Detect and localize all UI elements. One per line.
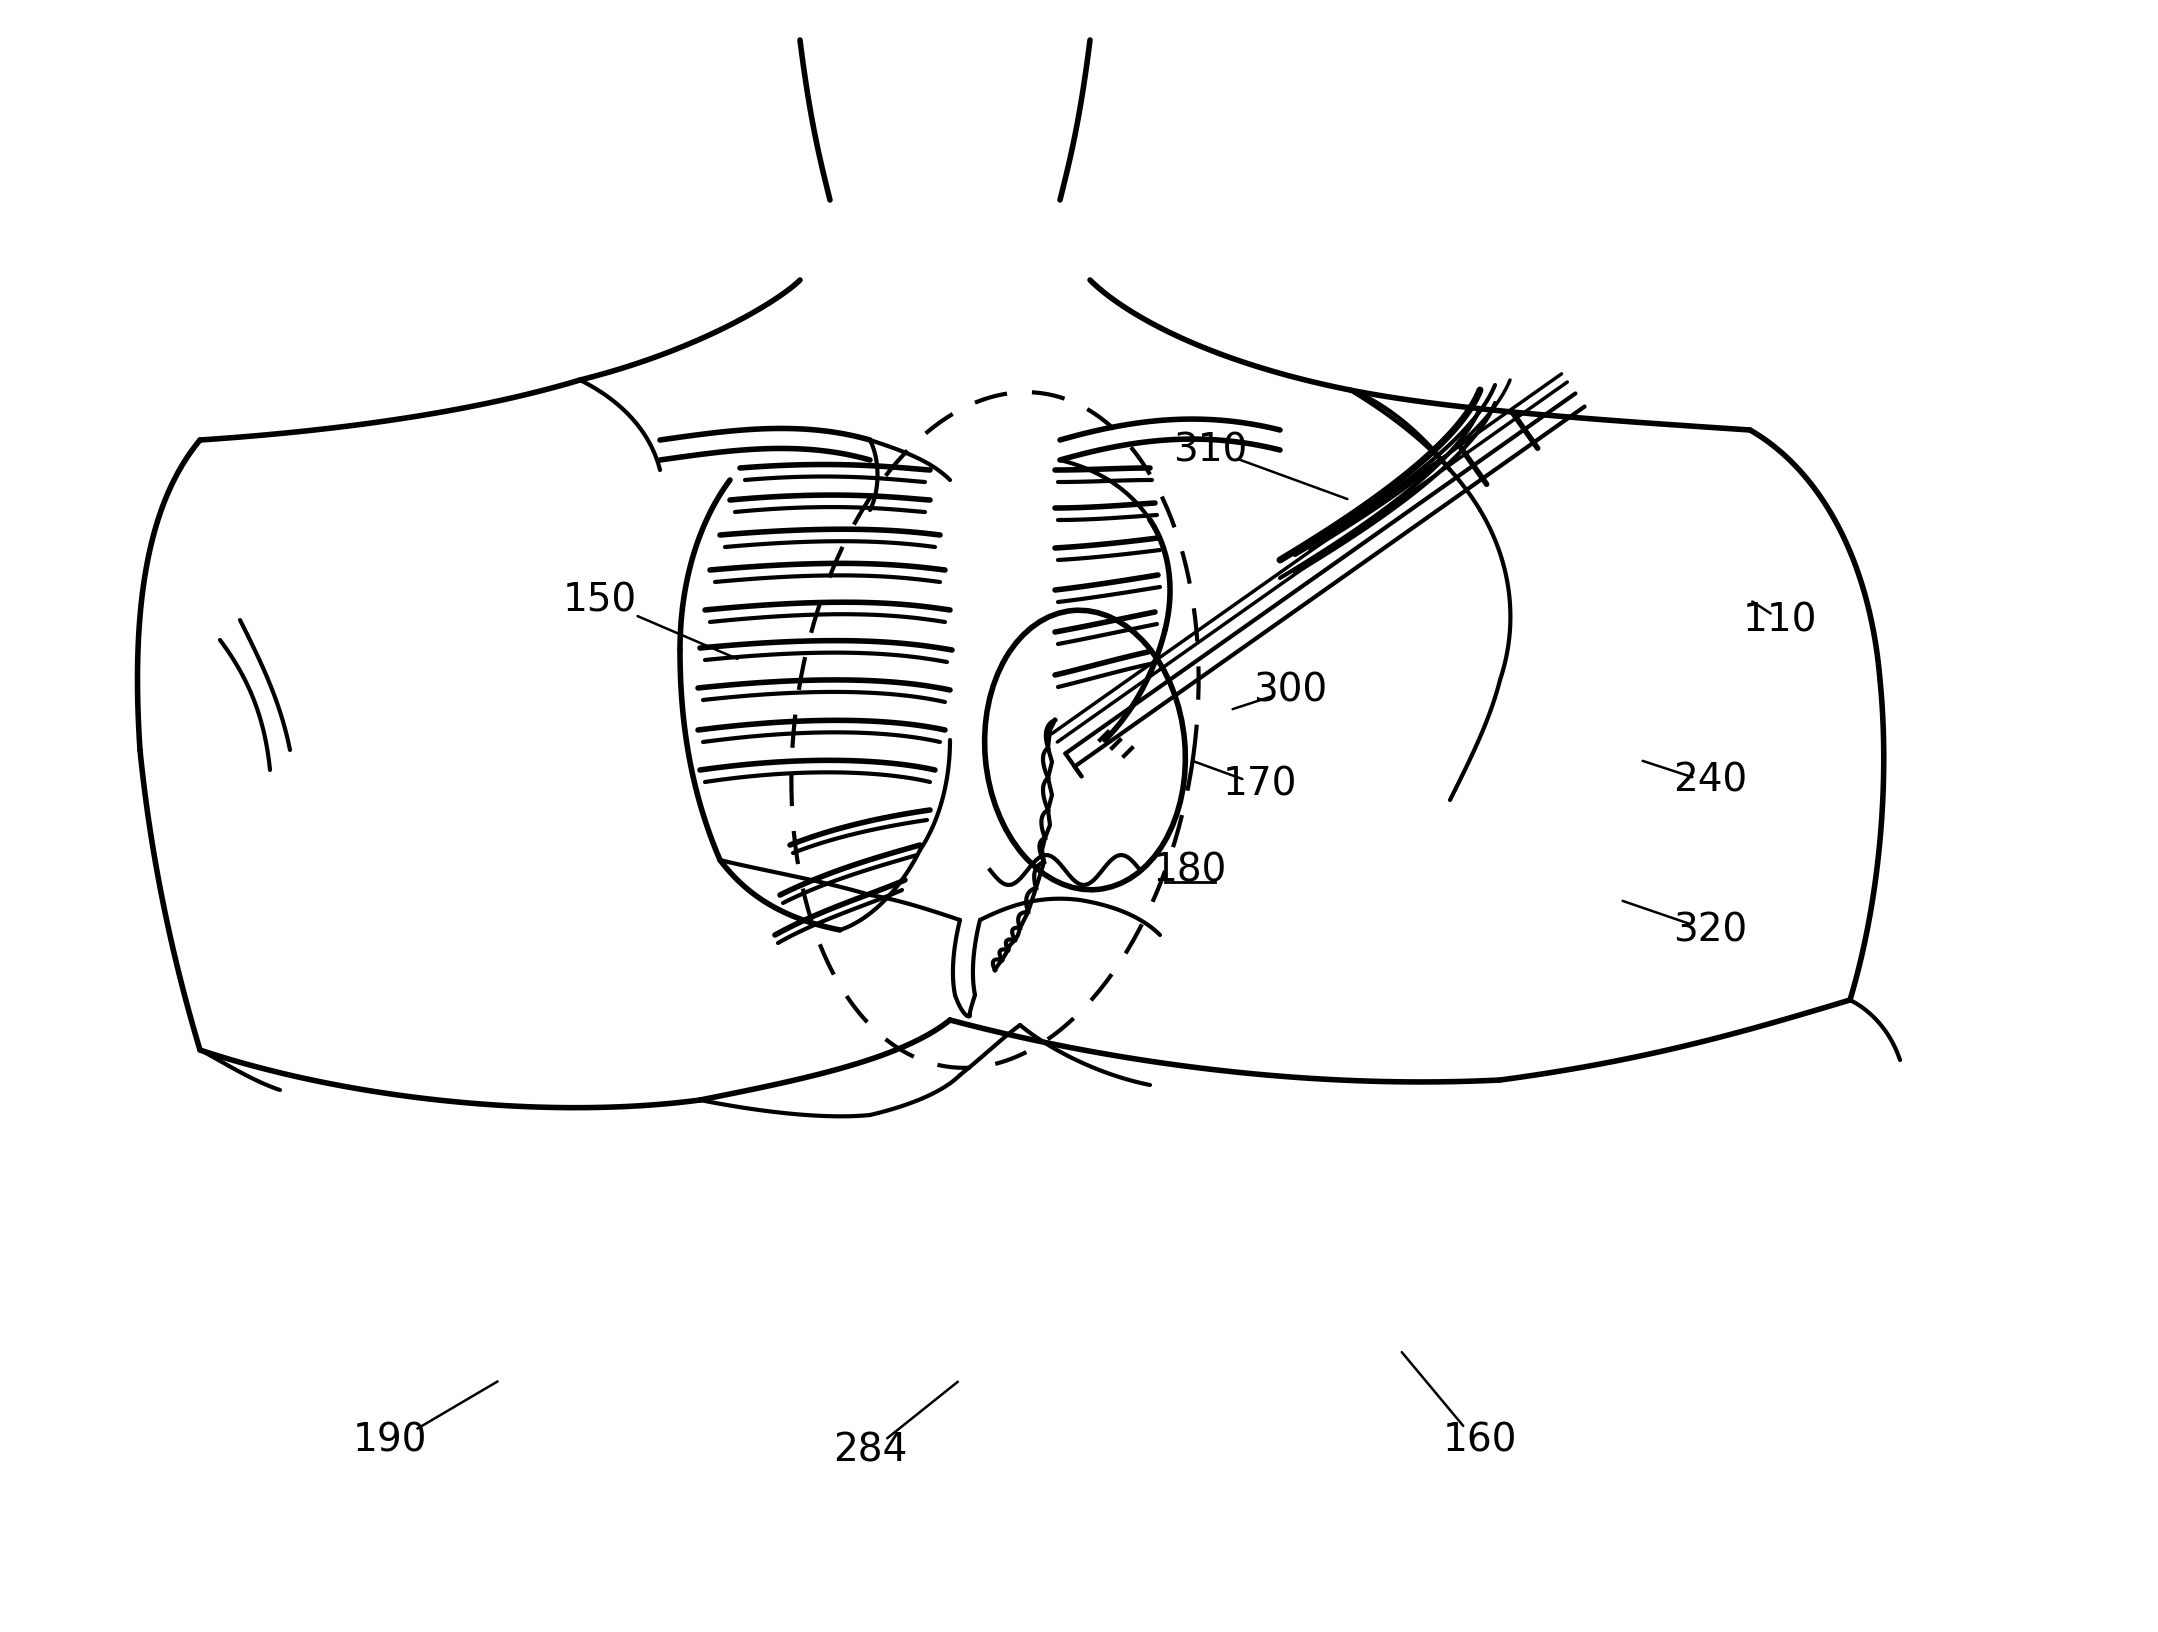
Text: 110: 110 <box>1744 601 1817 640</box>
Text: 180: 180 <box>1152 850 1228 889</box>
Text: 300: 300 <box>1254 671 1327 708</box>
Text: 160: 160 <box>1444 1421 1517 1459</box>
Text: 320: 320 <box>1672 911 1748 948</box>
Text: 240: 240 <box>1672 761 1748 800</box>
Text: 150: 150 <box>563 581 637 619</box>
Text: 190: 190 <box>352 1421 427 1459</box>
Text: 170: 170 <box>1224 765 1297 805</box>
Text: 310: 310 <box>1172 431 1247 468</box>
Text: 284: 284 <box>833 1431 906 1469</box>
